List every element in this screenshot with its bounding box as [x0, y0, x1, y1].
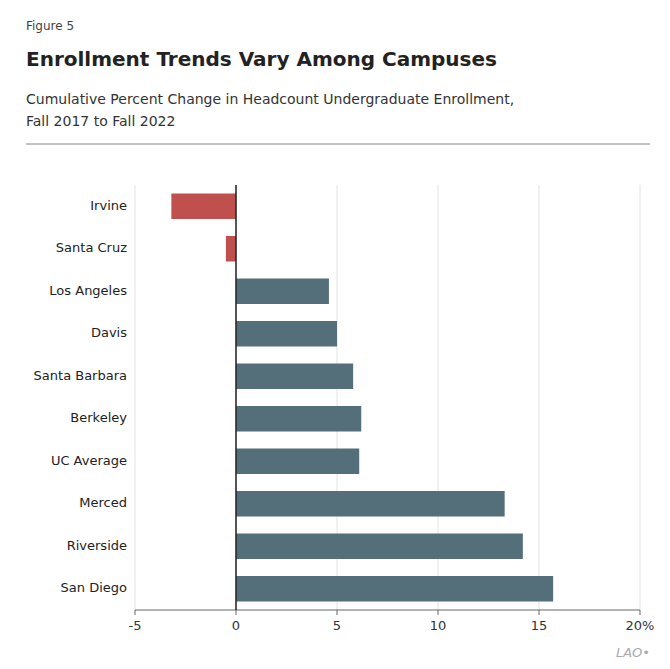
tick-label: 10 — [430, 618, 447, 633]
subtitle: Cumulative Percent Change in Headcount U… — [26, 91, 514, 107]
bar — [236, 491, 505, 517]
background — [0, 0, 670, 669]
tick-mark — [640, 610, 641, 615]
category-label: Merced — [79, 495, 127, 510]
bar — [236, 576, 553, 602]
grid-line — [236, 185, 237, 610]
tick-mark — [236, 610, 237, 615]
bar — [236, 534, 523, 560]
category-label: UC Average — [51, 453, 127, 468]
category-label: Riverside — [67, 538, 127, 553]
bar — [236, 364, 353, 390]
category-label: Irvine — [90, 198, 127, 213]
tick-mark — [135, 610, 136, 615]
subtitle: Fall 2017 to Fall 2022 — [26, 113, 175, 129]
x-axis: -5 0 5 10 15 20% — [129, 610, 655, 633]
category-label: Davis — [91, 325, 127, 340]
bar — [236, 406, 361, 432]
figure-label: Figure 5 — [26, 19, 74, 33]
chart-container: Figure 5 Enrollment Trends Vary Among Cam… — [0, 0, 670, 669]
watermark: LAO• — [616, 645, 650, 660]
tick-label: 15 — [531, 618, 548, 633]
x-axis-line — [135, 610, 640, 611]
category-label: San Diego — [61, 580, 127, 595]
tick-mark — [539, 610, 540, 615]
bar — [226, 236, 236, 262]
grid-line — [135, 185, 136, 610]
bar — [236, 321, 337, 347]
grid-line — [640, 185, 641, 610]
zero-line — [235, 185, 237, 610]
y-axis: San Diego Riverside Merced UC Average Berkel… — [34, 198, 128, 596]
category-label: Los Angeles — [49, 283, 127, 298]
bars — [171, 194, 553, 602]
bar — [236, 279, 329, 305]
bar — [171, 194, 236, 220]
bar — [236, 449, 359, 475]
tick-label: 5 — [333, 618, 341, 633]
category-label: Santa Cruz — [56, 240, 127, 255]
category-label: Santa Barbara — [34, 368, 127, 383]
tick-label: 20% — [626, 618, 655, 633]
tick-label: 0 — [232, 618, 240, 633]
grid-line — [539, 185, 540, 610]
grid — [135, 185, 640, 610]
tick-label: -5 — [129, 618, 142, 633]
tick-mark — [337, 610, 338, 615]
chart-svg: Figure 5 Enrollment Trends Vary Among Cam… — [0, 0, 670, 669]
separator — [26, 144, 650, 145]
title: Enrollment Trends Vary Among Campuses — [26, 47, 497, 71]
tick-mark — [438, 610, 439, 615]
category-label: Berkeley — [70, 410, 127, 425]
